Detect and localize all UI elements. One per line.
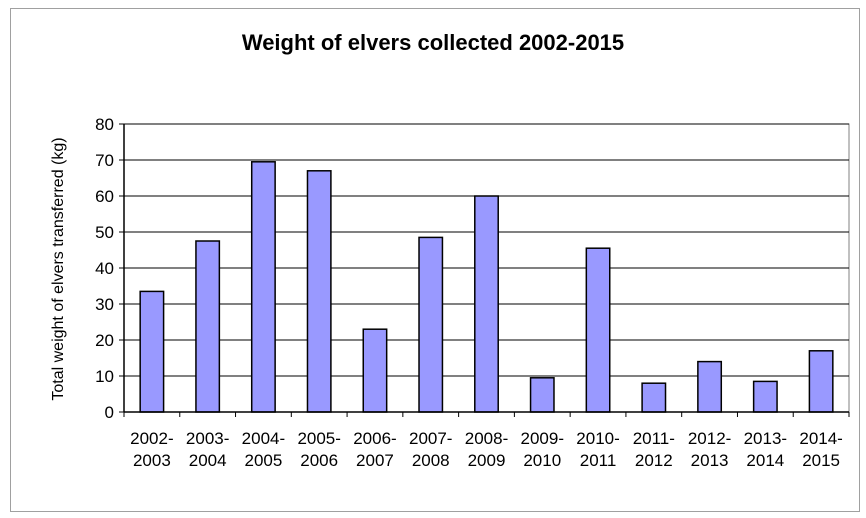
x-tick-label: 2002-2003 — [130, 429, 173, 470]
x-tick-label: 2008-2009 — [465, 429, 508, 470]
bar — [306, 170, 332, 413]
x-tick-label: 2011-2012 — [633, 429, 675, 470]
bar — [139, 290, 165, 413]
x-tick-label: 2012-2013 — [688, 429, 731, 470]
x-tick-label: 2013-2014 — [744, 429, 787, 470]
x-tick-label: 2005-2006 — [297, 429, 340, 470]
x-tick-label: 2009-2010 — [521, 429, 564, 470]
x-tick-label: 2014-2015 — [799, 429, 842, 470]
y-tick-label: 50 — [95, 223, 114, 242]
bar — [697, 360, 723, 413]
bar — [195, 240, 221, 413]
y-tick-label: 80 — [95, 115, 114, 134]
bar — [474, 195, 499, 413]
x-tick-label: 2003-2004 — [186, 429, 229, 470]
bar — [529, 377, 555, 413]
y-tick-label: 40 — [95, 259, 114, 278]
x-tick-label: 2004-2005 — [242, 429, 285, 470]
y-tick-label: 30 — [95, 295, 114, 314]
bar — [808, 350, 834, 413]
x-tick-label: 2007-2008 — [409, 429, 452, 470]
bar — [250, 161, 276, 413]
bar — [418, 236, 444, 413]
bar — [641, 382, 667, 413]
x-tick-label: 2006-2007 — [353, 429, 396, 470]
y-tick-label: 0 — [105, 403, 114, 422]
bar — [752, 380, 778, 413]
y-tick-label: 60 — [95, 187, 114, 206]
chart-title: Weight of elvers collected 2002-2015 — [241, 30, 625, 55]
bar — [585, 247, 611, 413]
y-axis-label: Total weight of elvers transferred (kg) — [50, 137, 67, 400]
y-tick-label: 20 — [95, 331, 114, 350]
y-tick-label: 70 — [95, 151, 114, 170]
y-tick-label: 10 — [95, 367, 114, 386]
x-tick-label: 2010-2011 — [576, 429, 619, 470]
bar — [362, 328, 388, 413]
